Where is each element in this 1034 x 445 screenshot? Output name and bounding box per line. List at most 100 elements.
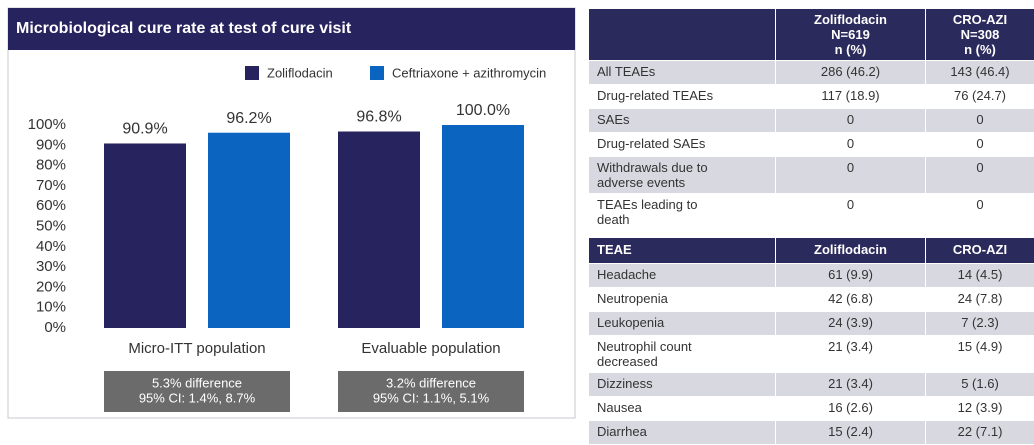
table-cell: 5 (1.6) (926, 373, 1034, 397)
header-cell: Zoliflodacin (776, 238, 926, 264)
legend-label: Ceftriaxone + azithromycin (392, 65, 546, 80)
table-row: Leukopenia 24 (3.9) 7 (2.3) (589, 312, 1034, 336)
cell-text: TEAEs leading to death (597, 197, 732, 227)
table-cell: 22 (7.1) (926, 421, 1034, 445)
cell-text: 76 (24.7) (954, 88, 1006, 103)
table-cell: Headache (589, 264, 776, 288)
value-label: 96.8% (356, 109, 401, 126)
annotation-text: 3.2% difference (386, 375, 476, 390)
header-cell: TEAE (589, 238, 776, 264)
cell-text: 21 (3.4) (828, 376, 873, 391)
cell-text: 0 (976, 197, 983, 212)
cell-text: All TEAEs (597, 64, 732, 79)
cell-text: 5 (1.6) (961, 376, 999, 391)
table-row: Nausea 16 (2.6) 12 (3.9) (589, 397, 1034, 421)
header-line: CRO-AZI (934, 12, 1026, 27)
cell-text: 24 (7.8) (958, 291, 1003, 306)
value-label: 100.0% (456, 102, 510, 119)
table-cell: Neutropenia (589, 288, 776, 312)
header-line: n (%) (784, 42, 917, 57)
table-cell: 143 (46.4) (926, 61, 1034, 85)
cell-text: Neutropenia (597, 291, 732, 306)
header-line: n (%) (934, 42, 1026, 57)
cell-text: 16 (2.6) (828, 400, 873, 415)
y-tick-label: 0% (44, 319, 66, 336)
table-row: Drug-related TEAEs 117 (18.9) 76 (24.7) (589, 85, 1034, 109)
table-cell: 12 (3.9) (926, 397, 1034, 421)
cell-text: SAEs (597, 112, 732, 127)
cell-text: 0 (847, 112, 854, 127)
cell-text: 0 (847, 160, 854, 175)
table-cell: 21 (3.4) (776, 336, 926, 373)
table-row: Neutropenia 42 (6.8) 24 (7.8) (589, 288, 1034, 312)
table-cell: Dizziness (589, 373, 776, 397)
y-tick-label: 80% (36, 157, 66, 174)
table-row: Headache 61 (9.9) 14 (4.5) (589, 264, 1034, 288)
table-cell: 0 (776, 194, 926, 231)
cell-text: 143 (46.4) (950, 64, 1009, 79)
cell-text: 0 (976, 160, 983, 175)
y-tick-label: 60% (36, 197, 66, 214)
cell-text: 14 (4.5) (958, 267, 1003, 282)
table-cell: Drug-related SAEs (589, 133, 776, 157)
table-row: All TEAEs 286 (46.2) 143 (46.4) (589, 61, 1034, 85)
table-cell: Diarrhea (589, 421, 776, 445)
y-tick-label: 40% (36, 238, 66, 255)
cell-text: 12 (3.9) (958, 400, 1003, 415)
cell-text: 42 (6.8) (828, 291, 873, 306)
header-line: N=619 (784, 27, 917, 42)
cell-text: Withdrawals due to adverse events (597, 160, 732, 190)
cell-text: Drug-related SAEs (597, 136, 732, 151)
cell-text: Neutrophil count decreased (597, 339, 732, 369)
table-cell: 61 (9.9) (776, 264, 926, 288)
table-row: Neutrophil count decreased 21 (3.4) 15 (4.… (589, 336, 1034, 373)
cell-text: Drug-related TEAEs (597, 88, 732, 103)
annotation-text: 5.3% difference (152, 375, 242, 390)
value-label: 96.2% (226, 110, 271, 127)
table-cell: 117 (18.9) (776, 85, 926, 109)
y-tick-label: 10% (36, 299, 66, 316)
table-row: SAEs 0 0 (589, 109, 1034, 133)
cell-text: 61 (9.9) (828, 267, 873, 282)
cell-text: 0 (976, 136, 983, 151)
table-cell: 24 (7.8) (926, 288, 1034, 312)
cell-text: 15 (4.9) (958, 339, 1003, 354)
cell-text: Leukopenia (597, 315, 732, 330)
chart: Microbiological cure rate at test of cur… (0, 0, 580, 426)
annotation-text: 95% CI: 1.1%, 5.1% (373, 390, 490, 405)
cell-text: 24 (3.9) (828, 315, 873, 330)
x-tick-label: Evaluable population (361, 340, 500, 357)
table-cell: 24 (3.9) (776, 312, 926, 336)
bar (208, 133, 290, 328)
bar (338, 131, 420, 328)
table-cell: 0 (926, 133, 1034, 157)
y-tick-label: 100% (28, 116, 66, 133)
table-cell: 286 (46.2) (776, 61, 926, 85)
table-cell: 0 (776, 157, 926, 194)
cell-text: 117 (18.9) (821, 88, 879, 103)
table-cell: 7 (2.3) (926, 312, 1034, 336)
cell-text: 286 (46.2) (821, 64, 880, 79)
table-cell: Neutrophil count decreased (589, 336, 776, 373)
header-cell: CRO-AZI (926, 238, 1034, 264)
y-tick-label: 50% (36, 217, 66, 234)
annotation-text: 95% CI: 1.4%, 8.7% (139, 390, 256, 405)
cell-text: Nausea (597, 400, 732, 415)
cell-text: Headache (597, 267, 732, 282)
table-cell: 0 (926, 109, 1034, 133)
cell-text: 0 (847, 136, 854, 151)
cell-text: 0 (976, 112, 983, 127)
value-label: 90.9% (122, 121, 167, 138)
cell-text: 7 (2.3) (961, 315, 999, 330)
legend-swatch (370, 66, 384, 80)
y-tick-label: 30% (36, 258, 66, 275)
bar (442, 125, 524, 328)
